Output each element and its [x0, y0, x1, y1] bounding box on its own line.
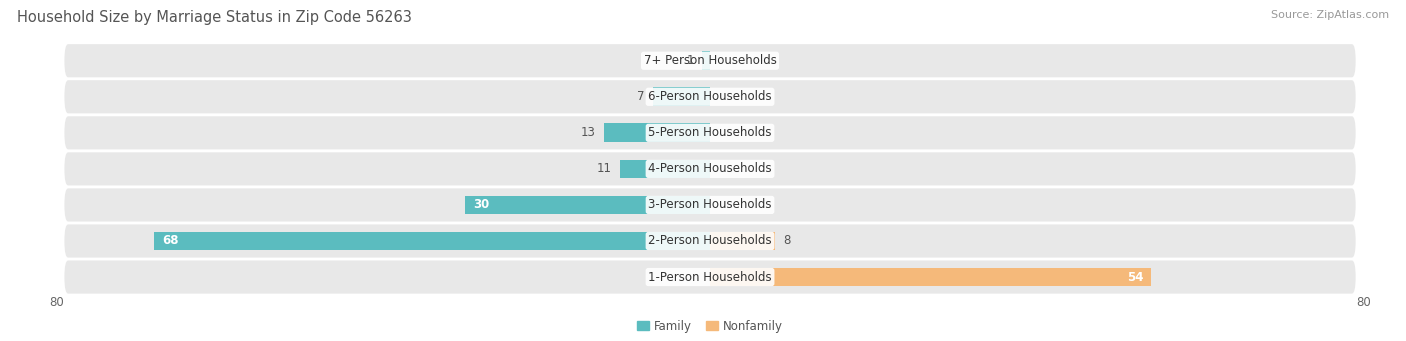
Text: Source: ZipAtlas.com: Source: ZipAtlas.com	[1271, 10, 1389, 20]
FancyBboxPatch shape	[65, 116, 1355, 149]
FancyBboxPatch shape	[65, 224, 1355, 257]
FancyBboxPatch shape	[65, 80, 1355, 113]
FancyBboxPatch shape	[65, 188, 1355, 222]
Text: 11: 11	[598, 162, 612, 175]
Text: Household Size by Marriage Status in Zip Code 56263: Household Size by Marriage Status in Zip…	[17, 10, 412, 25]
FancyBboxPatch shape	[65, 152, 1355, 186]
FancyBboxPatch shape	[65, 261, 1355, 294]
Text: 13: 13	[581, 127, 596, 139]
Text: 1: 1	[686, 54, 693, 67]
Bar	[465, 196, 710, 214]
Text: 1-Person Households: 1-Person Households	[648, 270, 772, 283]
Text: 7: 7	[637, 90, 644, 103]
Text: 68: 68	[163, 235, 179, 248]
Text: 6-Person Households: 6-Person Households	[648, 90, 772, 103]
Text: 7+ Person Households: 7+ Person Households	[644, 54, 776, 67]
Text: 5-Person Households: 5-Person Households	[648, 127, 772, 139]
Text: 8: 8	[783, 235, 792, 248]
Text: 2-Person Households: 2-Person Households	[648, 235, 772, 248]
Text: 4-Person Households: 4-Person Households	[648, 162, 772, 175]
Bar	[603, 123, 710, 142]
Text: 54: 54	[1126, 270, 1143, 283]
Text: 3-Person Households: 3-Person Households	[648, 198, 772, 211]
Legend: Family, Nonfamily: Family, Nonfamily	[637, 320, 783, 333]
Bar	[710, 232, 776, 250]
Bar	[652, 87, 710, 106]
Bar	[620, 160, 710, 178]
Text: 30: 30	[472, 198, 489, 211]
Bar	[710, 268, 1152, 286]
Bar	[702, 51, 710, 70]
Bar	[155, 232, 710, 250]
FancyBboxPatch shape	[65, 44, 1355, 77]
